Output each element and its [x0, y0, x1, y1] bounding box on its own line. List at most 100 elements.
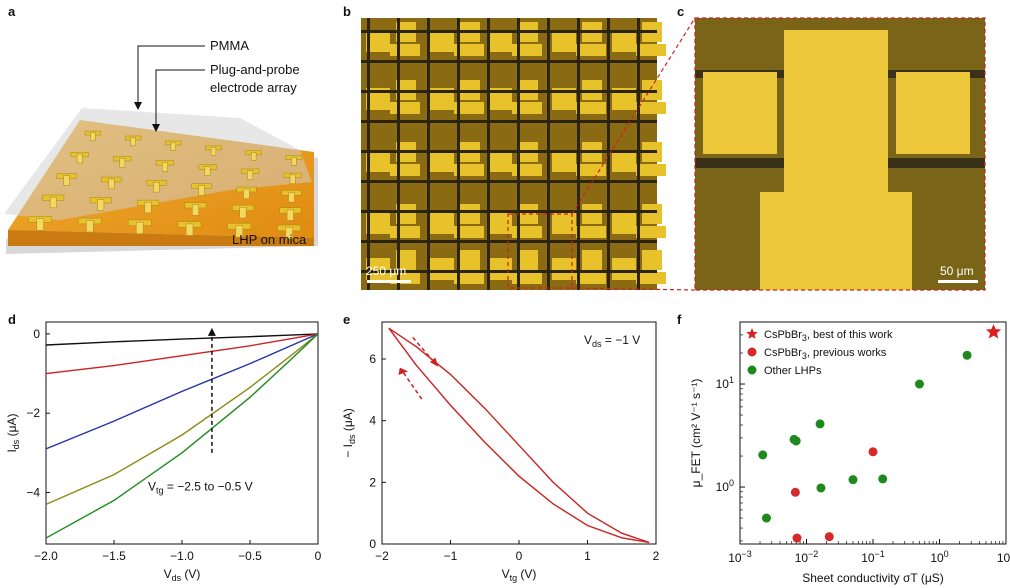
gold-pad [576, 272, 606, 284]
trench-vertical [457, 18, 460, 290]
gold-pad [552, 88, 576, 110]
trench-vertical [367, 18, 370, 290]
trench-horizontal [361, 180, 657, 183]
panel-e-annotation: Vds = −1 V [584, 333, 640, 349]
gold-pad [642, 250, 662, 270]
gold-pad [454, 44, 484, 56]
trench-vertical [397, 18, 400, 290]
electrode-stem [251, 152, 257, 161]
panel-d-ytick-label: 0 [33, 327, 40, 341]
electrode-stem [247, 170, 254, 180]
trench-vertical [637, 18, 640, 290]
panel-e-xtick-label: −2 [375, 549, 389, 563]
electrode-stem [185, 223, 194, 236]
probe-arrow [155, 69, 205, 126]
gold-pad [366, 212, 390, 234]
panel-e-arrow-backward [401, 370, 423, 400]
panel-d-curve [45, 333, 319, 346]
gold-pad [488, 258, 512, 280]
gold-pad [366, 258, 390, 280]
trench-horizontal [361, 240, 657, 243]
panel-d-xlabel: Vds (V) [164, 567, 201, 583]
panel-e-ytick-label: 2 [369, 475, 376, 489]
probe-label-line1: Plug-and-probe [210, 62, 300, 77]
panel-f-legend-label: CsPbBr3, previous works [764, 347, 887, 361]
lhp-film-side [8, 230, 314, 246]
gold-pad [636, 272, 666, 284]
panel-e-axes-frame [381, 321, 657, 545]
electrode-stem [97, 199, 105, 211]
gold-pad [454, 102, 484, 114]
electrode-stem [198, 185, 205, 196]
gold-pad [576, 102, 606, 114]
trench-vertical [607, 18, 610, 290]
scalebar-c [938, 280, 978, 283]
panel-d-curve [45, 333, 319, 450]
electrode-stem [161, 162, 168, 172]
gold-pad [430, 88, 454, 110]
panel-c-frame [694, 17, 986, 291]
zoom-line-top [571, 17, 696, 215]
panel-d-letter: d [8, 312, 16, 327]
panel-f-point [962, 350, 972, 360]
pad-right [896, 72, 970, 154]
gold-pad [488, 88, 512, 110]
panel-f-xlabel: Sheet conductivity σT (μS) [802, 571, 944, 585]
panel-d-ylabel: Ids (μA) [5, 413, 21, 452]
panel-f-point [815, 419, 825, 429]
panel-e-xtick-label: 0 [516, 549, 523, 563]
panel-d-xtick-label: 0 [315, 549, 322, 563]
panel-f-point [868, 447, 878, 457]
panel-f-point [878, 474, 888, 484]
panel-f-point [824, 532, 834, 542]
panel-e-letter: e [343, 312, 351, 327]
panel-f-point [758, 450, 768, 460]
electrode-stem [210, 147, 217, 156]
trench-horizontal [361, 90, 657, 93]
gold-pad [518, 250, 538, 270]
gold-pad [612, 30, 636, 52]
electrode-stem [76, 153, 83, 164]
panel-b-letter: b [343, 4, 351, 19]
gold-pad [612, 258, 636, 280]
panel-e-ylabel: − Ids (μA) [341, 408, 357, 457]
panel-d-annotation: Vtg = −2.5 to −0.5 V [148, 479, 253, 495]
electrode-stem [86, 220, 94, 233]
trench-horizontal [361, 30, 657, 33]
zoom-region-box [507, 213, 573, 289]
panel-f-point [790, 487, 800, 497]
panel-f-legend-label: Other LHPs [764, 365, 822, 377]
gold-pad [612, 150, 636, 172]
panel-e-curve [388, 327, 650, 544]
panel-f-letter: f [677, 312, 682, 327]
gold-pad [552, 30, 576, 52]
pmma-arrow [137, 45, 205, 104]
trench-vertical [427, 18, 430, 290]
panel-f-point-star [985, 323, 1002, 339]
scalebar-b [367, 280, 411, 283]
gold-pad [582, 250, 602, 270]
panel-f-point [914, 379, 924, 389]
panel-d-curve [45, 333, 319, 539]
panel-d-ytick-label: −4 [26, 485, 40, 499]
gold-pad [396, 204, 416, 224]
trench-vertical [577, 18, 580, 290]
panel-f-legend-label: CsPbBr3, best of this work [764, 329, 893, 343]
panel-e-xtick-label: 2 [653, 549, 660, 563]
gold-pad [460, 250, 480, 270]
panel-e-xtick-label: 1 [584, 549, 591, 563]
panel-f-point [761, 513, 771, 523]
gold-pad [636, 164, 666, 176]
gold-pad [552, 150, 576, 172]
gold-pad [454, 272, 484, 284]
substrate-label: LHP on mica [232, 232, 307, 247]
gold-pad [396, 250, 416, 270]
panel-e-arrow-forward [412, 336, 436, 365]
electrode-stem [239, 207, 247, 219]
panel-d-xtick-label: −2.0 [34, 549, 58, 563]
electrode-stem [204, 166, 211, 176]
gold-pad [430, 150, 454, 172]
gold-pad [430, 212, 454, 234]
